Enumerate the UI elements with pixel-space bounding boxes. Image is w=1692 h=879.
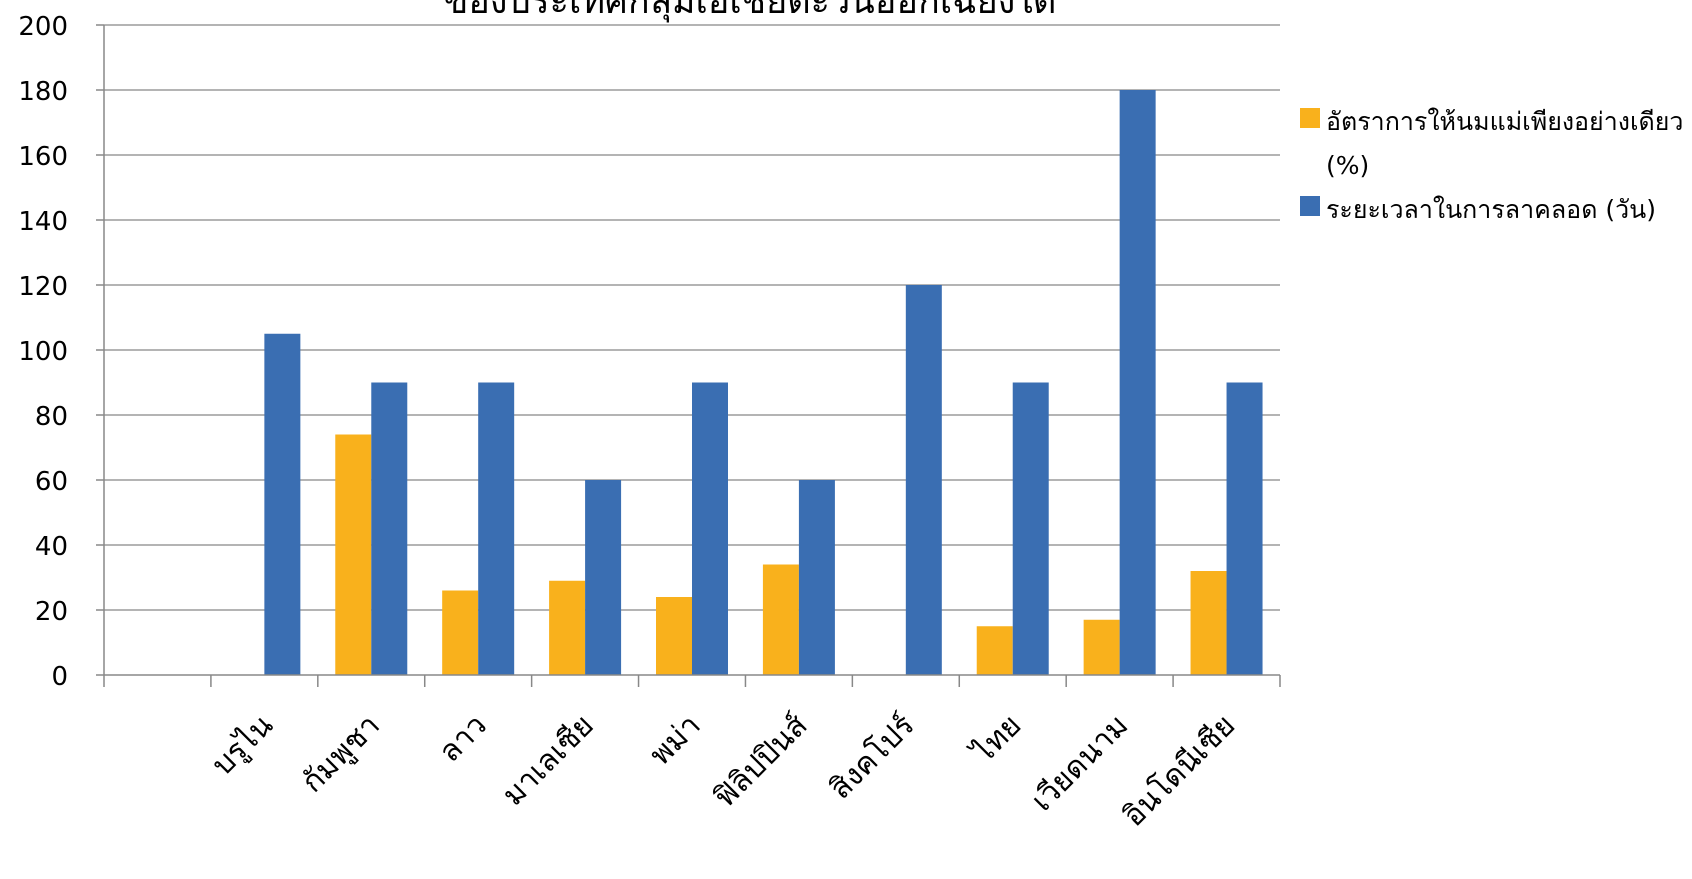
bar-maternity-leave bbox=[692, 382, 728, 675]
x-tick-label: พม่า bbox=[643, 708, 708, 773]
y-tick-label: 120 bbox=[18, 272, 68, 302]
y-tick-label: 60 bbox=[35, 467, 68, 497]
legend-swatch-maternity-leave bbox=[1300, 196, 1320, 216]
x-tick-label: มาเลเซีย bbox=[496, 708, 601, 813]
legend-item-maternity-leave: ระยะเวลาในการลาคลอด (วัน) bbox=[1300, 188, 1690, 232]
bar-breastfeeding bbox=[762, 564, 799, 675]
bar-maternity-leave bbox=[478, 382, 515, 675]
x-tick-labels: บรูไน กัมพูชา ลาว มาเลเซีย พม่า ฟิลิปปินส์ สิง… bbox=[205, 707, 1243, 833]
y-tick-label: 0 bbox=[51, 662, 68, 692]
y-tick-label: 140 bbox=[18, 207, 68, 237]
x-tick-label: ฟิลิปปินส์ bbox=[707, 708, 814, 815]
bar-breastfeeding bbox=[549, 580, 586, 675]
bar-maternity-leave bbox=[1012, 382, 1049, 675]
bar-maternity-leave bbox=[1226, 382, 1263, 675]
bar-maternity-leave bbox=[585, 480, 622, 675]
y-tick-label: 180 bbox=[18, 77, 68, 107]
x-tick-label: ลาว bbox=[432, 708, 494, 770]
y-tick-label: 200 bbox=[18, 12, 68, 42]
bar-breastfeeding bbox=[442, 590, 479, 675]
axes bbox=[96, 24, 1281, 687]
bar-breastfeeding bbox=[976, 626, 1013, 675]
bar-breastfeeding bbox=[1190, 571, 1227, 675]
chart-title: ของประเทศกลุ่มเอเชียตะวันออกเฉียงใต้ bbox=[443, 0, 1057, 22]
x-tick-label: บรูไน bbox=[205, 707, 280, 782]
bar-maternity-leave bbox=[264, 333, 301, 675]
y-tick-labels: 0 20 40 60 80 100 120 140 160 180 200 bbox=[18, 12, 68, 692]
x-tick-label: ไทย bbox=[964, 707, 1028, 771]
bar-maternity-leave bbox=[798, 480, 835, 675]
y-tick-label: 20 bbox=[35, 597, 68, 627]
y-tick-label: 80 bbox=[35, 402, 68, 432]
bar-breastfeeding bbox=[335, 434, 372, 675]
bar-breastfeeding bbox=[1083, 619, 1120, 675]
bar-maternity-leave bbox=[1119, 90, 1156, 675]
legend-label-maternity-leave: ระยะเวลาในการลาคลอด (วัน) bbox=[1326, 195, 1657, 224]
legend-swatch-breastfeeding bbox=[1300, 108, 1320, 128]
bar-maternity-leave bbox=[371, 382, 408, 675]
bar-breastfeeding bbox=[656, 597, 692, 675]
bar-maternity-leave bbox=[905, 285, 942, 675]
y-tick-label: 100 bbox=[18, 337, 68, 367]
y-tick-label: 160 bbox=[18, 142, 68, 172]
y-tick-label: 40 bbox=[35, 532, 68, 562]
bars bbox=[264, 90, 1263, 675]
x-tick-label: อินโดนีเซีย bbox=[1116, 707, 1242, 833]
legend: อัตราการให้นมแม่เพียงอย่างเดียว (%) ระยะ… bbox=[1300, 100, 1690, 232]
legend-item-breastfeeding: อัตราการให้นมแม่เพียงอย่างเดียว (%) bbox=[1300, 100, 1690, 188]
legend-label-breastfeeding: อัตราการให้นมแม่เพียงอย่างเดียว (%) bbox=[1326, 107, 1684, 180]
x-tick-label: สิงคโปร์ bbox=[822, 707, 921, 806]
x-tick-label: กัมพูชา bbox=[295, 708, 387, 800]
x-tick-label: เวียดนาม bbox=[1025, 708, 1136, 819]
